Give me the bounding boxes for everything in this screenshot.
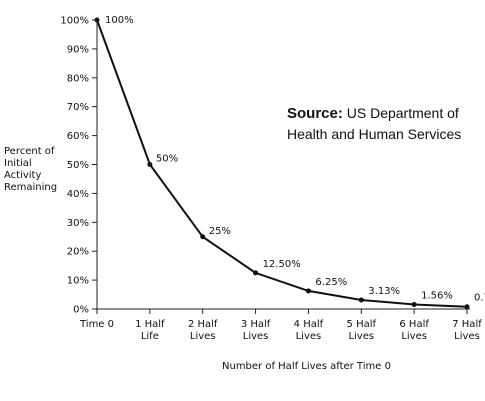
- x-tick-label: 3 Half Lives: [241, 319, 271, 342]
- data-label: 50%: [156, 154, 178, 165]
- y-axis-label-line: Activity: [4, 170, 42, 181]
- y-tick-label: 100%: [60, 16, 89, 27]
- data-label: 25%: [209, 226, 231, 237]
- data-label: 0.78%: [474, 293, 485, 304]
- y-tick-label: 80%: [67, 73, 89, 84]
- data-labels: 100% 50% 25% 12.50% 6.25% 3.13% 1.56% 0.78%: [105, 15, 485, 304]
- x-tick-label: 7 Half Lives: [452, 319, 482, 342]
- y-axis-label-line: Initial: [4, 158, 32, 169]
- data-label: 100%: [105, 15, 134, 26]
- y-tick-label: 70%: [67, 102, 89, 113]
- x-tick-label: 4 Half Lives: [294, 319, 324, 342]
- data-point: [147, 162, 153, 167]
- series-line: [96, 19, 468, 308]
- y-axis-label-line: Percent of: [4, 146, 55, 157]
- data-point: [305, 288, 311, 294]
- y-tick-label: 20%: [67, 247, 89, 258]
- x-tick-label: 1 Half Life: [135, 319, 165, 342]
- y-tick-label: 0%: [73, 305, 89, 316]
- data-label: 12.50%: [263, 259, 301, 270]
- source-text: US Department of Health and Human Servic…: [287, 105, 462, 142]
- x-tick-label: 5 Half Lives: [347, 319, 377, 342]
- y-tick-label: 10%: [67, 276, 89, 287]
- data-points: [94, 17, 470, 310]
- x-tick-label: Time 0: [79, 319, 114, 330]
- y-axis-label: Percent of Initial Activity Remaining: [4, 146, 84, 194]
- data-point: [411, 301, 417, 307]
- y-tick-label: 60%: [67, 131, 89, 142]
- data-label: 3.13%: [368, 286, 400, 297]
- data-point: [200, 234, 206, 240]
- y-tick-label: 30%: [67, 218, 89, 229]
- data-point: [94, 17, 100, 23]
- y-tick-label: 90%: [67, 44, 89, 55]
- x-axis-ticks: Time 0 1 Half Life 2 Half Lives 3 Half Lives 4 …: [79, 309, 482, 342]
- data-label: 1.56%: [421, 290, 453, 301]
- y-axis-label-line: Remaining: [4, 182, 58, 193]
- data-point: [358, 297, 364, 303]
- x-tick-label: 2 Half Lives: [188, 319, 218, 342]
- source-label: Source:: [287, 105, 343, 122]
- data-point: [253, 270, 259, 276]
- x-tick-label: 6 Half Lives: [399, 319, 429, 342]
- y-axis-ticks: 0% 10% 20% 30% 40% 50% 60% 70% 80% 90% 100%: [60, 16, 97, 316]
- x-axis-label: Number of Half Lives after Time 0: [222, 361, 391, 372]
- data-point: [464, 304, 470, 310]
- source-annotation: Source: US Department of Health and Huma…: [287, 103, 477, 144]
- data-label: 6.25%: [315, 277, 347, 288]
- y-tick-label: 50%: [67, 160, 89, 171]
- y-tick-label: 40%: [67, 189, 89, 200]
